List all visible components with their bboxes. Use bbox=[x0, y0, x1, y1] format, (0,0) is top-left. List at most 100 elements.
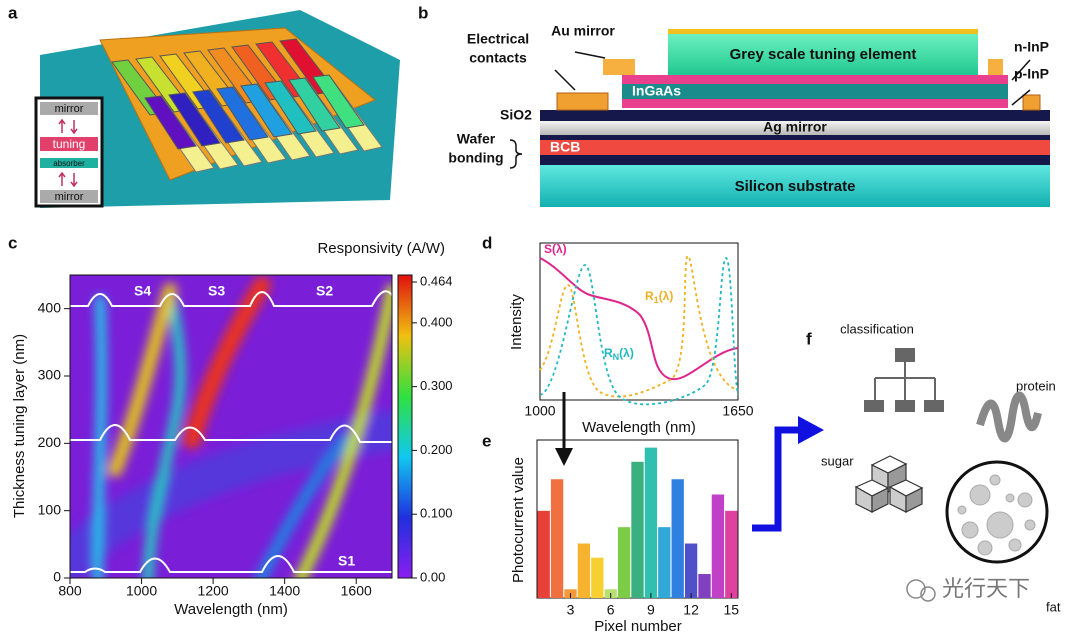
heatmap bbox=[70, 290, 392, 307]
icons bbox=[874, 362, 936, 400]
inset bbox=[40, 158, 98, 168]
colorbar-tick-label: 0.00 bbox=[420, 569, 445, 584]
y-tick-label: 200 bbox=[38, 434, 62, 450]
icons bbox=[854, 455, 924, 513]
pixel bbox=[264, 80, 317, 135]
icons bbox=[989, 474, 1001, 486]
pixel bbox=[192, 89, 245, 144]
layer-stack bbox=[540, 121, 1050, 135]
bar bbox=[537, 510, 550, 598]
pixel bbox=[240, 83, 293, 138]
mode-label: S2 bbox=[316, 283, 333, 299]
curve-label-sub: N bbox=[613, 352, 620, 362]
icons bbox=[1008, 538, 1022, 552]
heatmap bbox=[70, 275, 392, 578]
y-tick-label: 0 bbox=[53, 569, 61, 585]
category-label: classification bbox=[840, 321, 914, 336]
y-tick-label: 400 bbox=[38, 299, 62, 315]
plot-frame bbox=[69, 274, 393, 579]
inset-label: mirror bbox=[55, 103, 84, 115]
heatmap bbox=[92, 295, 107, 578]
flow-arrows bbox=[752, 426, 800, 532]
bar bbox=[698, 574, 711, 598]
x-axis-label: Pixel number bbox=[594, 618, 682, 635]
panel-label: c bbox=[8, 233, 17, 252]
mode-label: S1 bbox=[338, 553, 355, 569]
icons bbox=[961, 521, 979, 539]
x-tick-label: 1650 bbox=[722, 403, 753, 419]
bar bbox=[591, 557, 604, 598]
panel-b: b Au mirror Electrical contacts Grey sca… bbox=[418, 3, 1050, 207]
category-label: protein bbox=[1016, 378, 1056, 393]
colorbar-tick-label: 0.400 bbox=[420, 314, 453, 329]
icons bbox=[864, 400, 884, 412]
curve-label-main: R bbox=[604, 346, 613, 360]
flow-arrows bbox=[555, 448, 573, 466]
bar bbox=[631, 461, 644, 598]
watermark: 光行天下 bbox=[906, 576, 1030, 602]
x-axis-label: Wavelength (nm) bbox=[174, 601, 288, 618]
inset bbox=[34, 96, 104, 208]
layer-label: Silicon substrate bbox=[735, 178, 856, 195]
panel-f: f classification protein sugar fat bbox=[806, 321, 1061, 614]
layer-label: n-InP bbox=[1014, 39, 1049, 55]
heatmap bbox=[70, 290, 392, 573]
icons bbox=[895, 400, 915, 412]
layer-label: Wafer bbox=[457, 131, 496, 147]
panel-e: e Photocurrent value Pixel number 3 6 9 12 1… bbox=[482, 431, 739, 634]
icons bbox=[1017, 492, 1033, 508]
layer-stack bbox=[622, 99, 1008, 108]
category-label: fat bbox=[1046, 599, 1061, 614]
panel-label: b bbox=[418, 3, 428, 22]
icons bbox=[1005, 493, 1015, 503]
x-tick-label: 1600 bbox=[341, 583, 372, 599]
bar bbox=[684, 543, 698, 598]
x-tick-label: 6 bbox=[607, 602, 615, 618]
layer-stack bbox=[509, 51, 1031, 169]
layer-label: Electrical bbox=[467, 31, 529, 47]
mode-label: S4 bbox=[134, 283, 151, 299]
colorbar-tick-label: 0.100 bbox=[420, 506, 453, 521]
layer-label: InGaAs bbox=[632, 83, 681, 99]
icons bbox=[986, 511, 1014, 539]
x-tick-label: 3 bbox=[567, 602, 575, 618]
heatmap bbox=[108, 283, 177, 477]
panel-label: e bbox=[482, 431, 491, 450]
icons bbox=[924, 400, 944, 412]
layer-stack bbox=[540, 135, 1050, 140]
panel-c: c S4 S3 S2 S1 Wavelength (nm) Thickness … bbox=[8, 233, 453, 617]
layer-stack bbox=[668, 29, 978, 34]
x-tick-label: 1400 bbox=[269, 583, 300, 599]
bar bbox=[658, 527, 671, 598]
heatmap bbox=[70, 424, 392, 443]
curve-label: RN(λ) bbox=[604, 346, 634, 362]
icons bbox=[1024, 519, 1036, 531]
flow-arrows bbox=[798, 416, 824, 444]
y-axis-label: Thickness tuning layer (nm) bbox=[11, 334, 28, 518]
curve-label-sub: 1 bbox=[654, 295, 659, 305]
panel-label: f bbox=[806, 329, 812, 348]
panel-label: a bbox=[8, 3, 18, 22]
layer-label: Grey scale tuning element bbox=[730, 46, 917, 63]
bar bbox=[550, 479, 564, 598]
x-axis-label: Wavelength (nm) bbox=[582, 419, 696, 436]
category-label: sugar bbox=[821, 453, 854, 468]
layer-stack bbox=[540, 155, 1050, 165]
pixel bbox=[288, 77, 341, 132]
panel-d: d Intensity Wavelength (nm) 1000 1650 S(λ)… bbox=[482, 233, 754, 435]
inset bbox=[40, 137, 98, 151]
curve-label-tail: (λ) bbox=[619, 346, 634, 360]
colorbar-title: Responsivity (A/W) bbox=[317, 240, 445, 257]
icons bbox=[976, 391, 1042, 443]
bar bbox=[711, 494, 725, 598]
layer-stack bbox=[1022, 94, 1041, 111]
heatmap bbox=[143, 285, 186, 578]
curve-label: S(λ) bbox=[544, 242, 567, 256]
panel-a: a mirror tuning absorber mirror bbox=[8, 3, 400, 208]
layer-stack bbox=[509, 29, 1050, 207]
pixel-array bbox=[111, 38, 383, 173]
colorbar bbox=[397, 274, 413, 579]
pixel bbox=[216, 86, 269, 141]
layer-label: Ag mirror bbox=[763, 119, 827, 135]
spectrum-curve bbox=[539, 255, 739, 398]
